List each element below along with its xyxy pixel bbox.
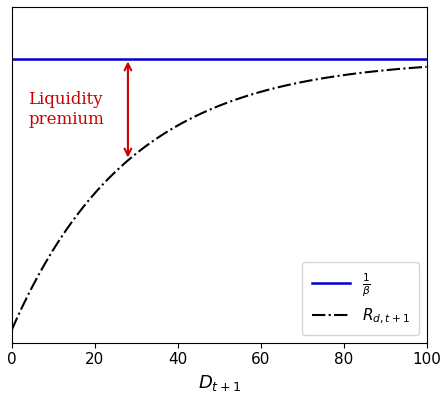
Text: Liquidity
premium: Liquidity premium [28, 91, 104, 128]
$R_{d,t+1}$ [416, 65, 421, 70]
$\frac{1}{\beta}$ [13, 56, 19, 61]
$R_{d,t+1}$ [424, 64, 429, 69]
$R_{d,t+1}$ [186, 117, 192, 122]
$\frac{1}{\beta}$ [9, 56, 14, 61]
X-axis label: $D_{t+1}$: $D_{t+1}$ [198, 373, 241, 393]
$R_{d,t+1}$ [371, 69, 376, 74]
Legend: $\frac{1}{\beta}$, $R_{d,t+1}$: $\frac{1}{\beta}$, $R_{d,t+1}$ [302, 262, 419, 335]
$R_{d,t+1}$ [168, 127, 173, 132]
$R_{d,t+1}$ [81, 204, 86, 209]
Line: $R_{d,t+1}$: $R_{d,t+1}$ [12, 67, 426, 330]
$R_{d,t+1}$ [56, 238, 62, 243]
$R_{d,t+1}$ [9, 327, 14, 332]
